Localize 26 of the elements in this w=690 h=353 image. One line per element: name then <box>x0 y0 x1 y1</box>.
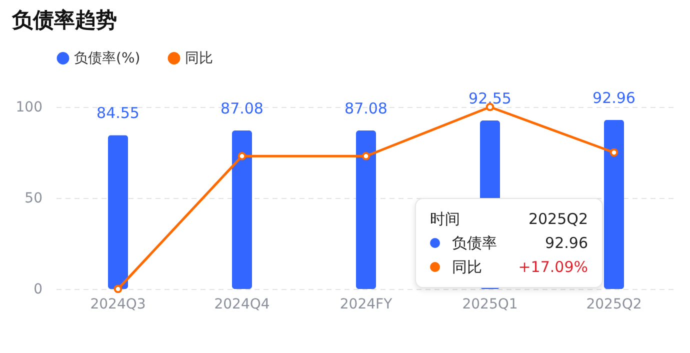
point <box>114 284 122 294</box>
x-tick-label: 2024Q4 <box>214 296 270 312</box>
chart-title: 负债率趋势 <box>11 8 117 32</box>
x-tick-label: 2024FY <box>340 296 393 312</box>
annotation: +17.09% <box>518 258 588 276</box>
data-label: 87.08 <box>220 100 264 118</box>
data-label: 87.08 <box>344 100 388 118</box>
legend-label: 同比 <box>185 50 213 66</box>
annotation: 时间 <box>430 210 461 228</box>
x-tick-label: 2025Q2 <box>586 296 642 312</box>
y-tick-label: 0 <box>34 282 42 298</box>
annotation: 同比 <box>452 258 483 276</box>
point <box>610 148 618 157</box>
point <box>362 152 370 160</box>
data-label: 84.55 <box>96 104 140 122</box>
data-label: 92.96 <box>592 88 636 107</box>
legend-label: 负债率(%) <box>74 50 140 66</box>
data-label: 92.55 <box>468 90 512 108</box>
annotation: 负债率 <box>452 234 498 252</box>
x-tick-label: 2025Q1 <box>462 296 518 312</box>
y-tick-label: 100 <box>16 100 42 116</box>
x-tick-label: 2024Q3 <box>90 296 146 312</box>
point <box>238 152 246 160</box>
annotation: 92.96 <box>545 234 588 252</box>
y-tick-label: 50 <box>24 190 42 206</box>
annotation: 2025Q2 <box>528 210 588 228</box>
